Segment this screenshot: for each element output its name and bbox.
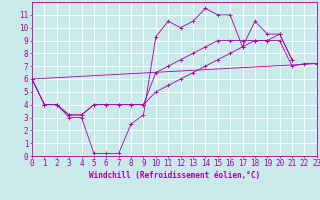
X-axis label: Windchill (Refroidissement éolien,°C): Windchill (Refroidissement éolien,°C) — [89, 171, 260, 180]
